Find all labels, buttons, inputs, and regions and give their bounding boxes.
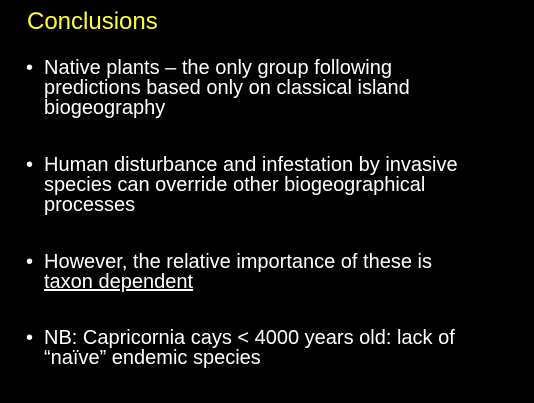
bullet-line: species can override other biogeographic… xyxy=(44,174,426,196)
bullet-text: However, the relative importance of thes… xyxy=(44,252,530,292)
bullet-text: NB: Capricornia cays < 4000 years old: l… xyxy=(44,328,530,368)
bullet-line: predictions based only on classical isla… xyxy=(44,77,410,99)
bullet-line-emphasis: taxon dependent xyxy=(44,271,194,293)
bullet-line: biogeography xyxy=(44,97,166,119)
bullet-line: processes xyxy=(44,194,136,216)
bullet-text: Native plants – the only group following… xyxy=(44,58,530,118)
bullet-line: NB: Capricornia cays < 4000 years old: l… xyxy=(44,327,455,349)
bullet-icon: • xyxy=(26,154,34,176)
bullet-line: “naïve” endemic species xyxy=(44,347,261,369)
bullet-icon: • xyxy=(26,327,34,349)
bullet-text: Human disturbance and infestation by inv… xyxy=(44,155,530,215)
bullet-icon: • xyxy=(26,251,34,273)
slide-title: Conclusions xyxy=(27,8,158,35)
bullet-line: Native plants – the only group following xyxy=(44,57,392,79)
bullet-icon: • xyxy=(26,57,34,79)
bullet-line: However, the relative importance of thes… xyxy=(44,251,432,273)
bullet-line: Human disturbance and infestation by inv… xyxy=(44,154,458,176)
